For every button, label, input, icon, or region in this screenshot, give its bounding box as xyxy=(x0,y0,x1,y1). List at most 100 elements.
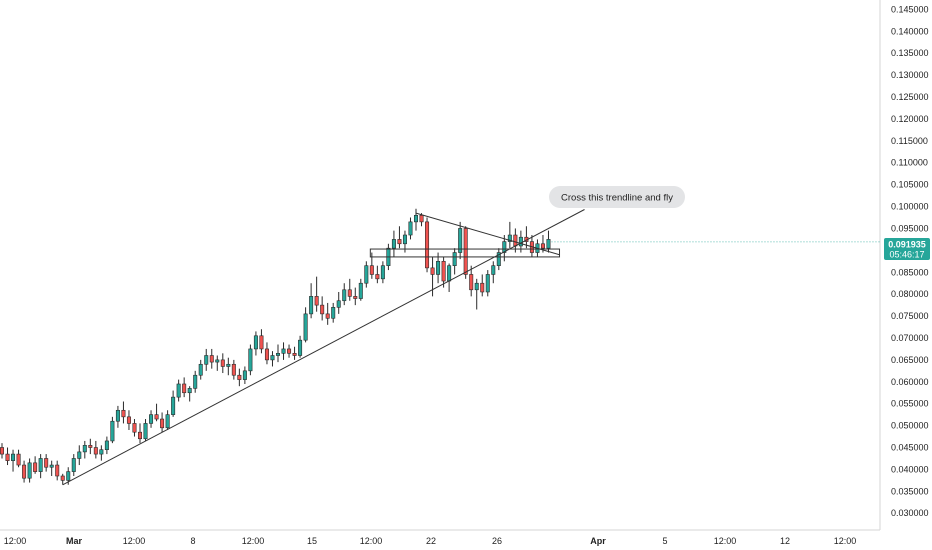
triangle-upper-line[interactable] xyxy=(415,212,560,256)
time-tick-label: 26 xyxy=(492,536,502,546)
candle xyxy=(287,344,292,358)
price-tick-label: 0.040000 xyxy=(891,464,929,474)
candle xyxy=(336,291,341,314)
candle xyxy=(275,344,280,363)
candle xyxy=(380,261,385,284)
candle-body-down xyxy=(209,355,214,363)
candle-body-down xyxy=(375,274,380,280)
callout-background xyxy=(549,186,685,208)
candle-body-up xyxy=(215,359,220,363)
time-tick-label: 12:00 xyxy=(714,536,737,546)
candle xyxy=(49,460,54,476)
trendline[interactable] xyxy=(62,209,585,486)
candle xyxy=(347,278,352,301)
candle xyxy=(320,296,325,321)
time-axis[interactable]: 12:00 Mar 12:00 8 12:00 15 12:00 22 26 Apr 5 12:00 1… xyxy=(4,536,857,546)
candle-body-down xyxy=(33,462,38,472)
candle-body-up xyxy=(38,458,43,472)
candle xyxy=(425,217,430,273)
price-axis[interactable]: 0.145000 0.140000 0.135000 0.130000 0.125000… xyxy=(891,4,929,518)
candle-body-up xyxy=(275,353,280,356)
candle xyxy=(281,342,286,360)
candle xyxy=(309,283,314,319)
candle-body-down xyxy=(320,304,325,315)
candle xyxy=(160,412,165,433)
candle-body-up xyxy=(303,313,308,341)
candle-body-up xyxy=(143,423,148,440)
candle-body-down xyxy=(397,239,402,245)
candle xyxy=(375,265,380,284)
candle-body-up xyxy=(204,355,209,365)
candle xyxy=(82,440,87,459)
candle-body-up xyxy=(198,363,203,376)
callout-text: Cross this trendline and fly xyxy=(561,193,673,204)
candle-body-up xyxy=(115,409,120,422)
price-tick-label: 0.045000 xyxy=(891,443,929,453)
time-tick-label: Apr xyxy=(590,536,606,546)
candle-body-down xyxy=(126,416,131,424)
time-tick-label: 12:00 xyxy=(834,536,857,546)
candle-body-down xyxy=(259,335,264,350)
candle-body-down xyxy=(513,234,518,247)
plot-area[interactable] xyxy=(0,208,880,486)
candle-body-down xyxy=(480,282,485,293)
candle-body-up xyxy=(309,296,314,315)
candle xyxy=(342,283,347,306)
time-tick-label: 12 xyxy=(780,536,790,546)
candle-body-up xyxy=(176,383,181,398)
candle-body-up xyxy=(27,462,32,479)
candle-body-down xyxy=(55,464,60,477)
range-rectangle[interactable] xyxy=(369,248,561,258)
candle-body-up xyxy=(66,471,71,481)
price-tick-label: 0.060000 xyxy=(891,377,929,387)
callout-bubble[interactable]: Cross this trendline and fly xyxy=(549,186,685,208)
price-tick-label: 0.135000 xyxy=(891,48,929,58)
candle-body-down xyxy=(441,261,446,282)
candle-body-up xyxy=(408,221,413,236)
candle xyxy=(242,366,247,384)
candle-body-down xyxy=(314,296,319,306)
candle-body-up xyxy=(364,265,369,284)
candle-body-down xyxy=(0,447,5,455)
candle-body-up xyxy=(496,252,501,266)
candle-body-up xyxy=(171,396,176,415)
candle xyxy=(253,331,258,356)
drawings-group[interactable] xyxy=(62,209,880,486)
candle-body-up xyxy=(242,370,247,380)
candle-body-up xyxy=(491,265,496,275)
candle-body-up xyxy=(77,451,82,459)
candle xyxy=(165,410,170,430)
candle-body-up xyxy=(82,445,87,453)
candle-body-up xyxy=(149,414,154,424)
price-tick-label: 0.105000 xyxy=(891,180,929,190)
candle xyxy=(121,401,126,424)
price-tick-label: 0.055000 xyxy=(891,399,929,409)
candle-body-up xyxy=(71,458,76,472)
candle-body-up xyxy=(485,274,490,293)
candle xyxy=(480,274,485,297)
candle xyxy=(364,261,369,288)
candle xyxy=(215,355,220,371)
candle xyxy=(248,344,253,376)
candle-body-up xyxy=(331,307,336,319)
candle xyxy=(209,348,214,369)
time-tick-label: 8 xyxy=(190,536,195,546)
candle-body-down xyxy=(353,296,358,299)
candle-body-up xyxy=(546,239,551,249)
price-tick-label: 0.050000 xyxy=(891,421,929,431)
candle-body-down xyxy=(60,475,65,481)
candle xyxy=(298,335,303,358)
candle xyxy=(104,436,109,455)
candle-body-up xyxy=(110,420,115,442)
candle xyxy=(33,456,38,474)
candle-body-up xyxy=(193,374,198,389)
candle-body-up xyxy=(99,449,104,455)
candle xyxy=(408,217,413,240)
price-tick-label: 0.030000 xyxy=(891,508,929,518)
candle xyxy=(458,221,463,260)
candle-body-up xyxy=(253,335,258,350)
candle-body-down xyxy=(138,431,143,440)
candle xyxy=(485,270,490,297)
candle-body-up xyxy=(226,363,231,367)
